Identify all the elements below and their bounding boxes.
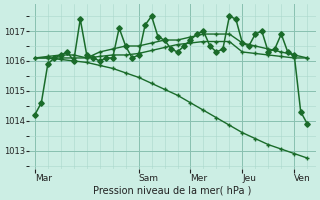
X-axis label: Pression niveau de la mer( hPa ): Pression niveau de la mer( hPa ) (93, 186, 252, 196)
